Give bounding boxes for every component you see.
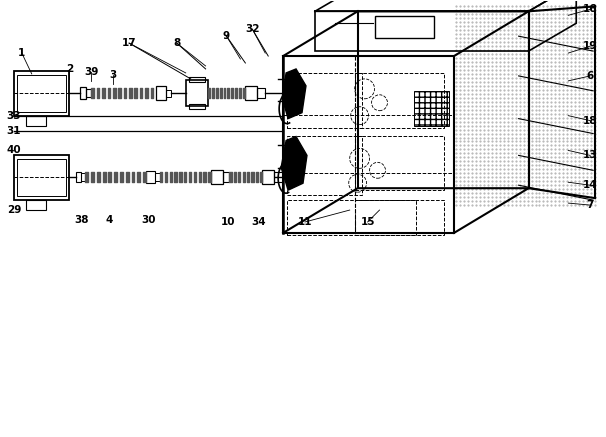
Bar — [81, 87, 87, 99]
Text: 1: 1 — [18, 48, 25, 58]
Text: 13: 13 — [583, 150, 598, 160]
Bar — [188, 77, 205, 82]
Text: 15: 15 — [361, 217, 375, 227]
Bar — [375, 16, 434, 38]
Text: 19: 19 — [583, 41, 598, 51]
Bar — [315, 11, 528, 51]
Bar — [222, 172, 230, 182]
Bar — [146, 171, 155, 183]
Bar — [166, 90, 171, 97]
Bar — [155, 173, 160, 181]
Bar — [355, 73, 444, 128]
Text: 11: 11 — [298, 217, 312, 227]
Text: 31: 31 — [7, 125, 21, 135]
Bar — [87, 89, 92, 97]
Bar — [156, 86, 166, 100]
Text: 40: 40 — [7, 146, 21, 156]
Bar — [283, 56, 454, 233]
Bar — [76, 172, 81, 182]
Text: 32: 32 — [245, 24, 259, 34]
Bar — [415, 91, 449, 125]
Bar — [287, 73, 362, 128]
Bar — [245, 86, 258, 100]
Text: 10: 10 — [221, 217, 236, 227]
Text: 39: 39 — [84, 67, 99, 77]
Bar — [17, 75, 65, 112]
Text: 8: 8 — [173, 38, 181, 48]
Text: 3: 3 — [110, 70, 117, 80]
Bar — [14, 156, 68, 200]
Bar — [26, 200, 45, 210]
Text: 4: 4 — [105, 215, 113, 225]
Bar — [14, 71, 68, 116]
Text: 34: 34 — [251, 217, 265, 227]
Text: 29: 29 — [7, 205, 21, 215]
Text: 33: 33 — [7, 111, 21, 121]
Bar — [287, 135, 362, 195]
Bar — [211, 170, 222, 184]
Bar — [274, 172, 283, 182]
Bar — [81, 173, 85, 181]
Bar — [262, 170, 274, 184]
Text: 18: 18 — [583, 116, 598, 125]
Text: 17: 17 — [122, 38, 136, 48]
Bar — [287, 200, 416, 235]
Text: 9: 9 — [223, 31, 230, 41]
Text: 2: 2 — [66, 64, 73, 74]
Text: 14: 14 — [583, 180, 598, 190]
Bar — [258, 88, 265, 98]
Text: 30: 30 — [142, 215, 156, 225]
Bar — [26, 116, 45, 125]
Bar — [186, 80, 208, 106]
Bar — [355, 200, 444, 235]
Bar — [355, 135, 444, 190]
Polygon shape — [282, 69, 306, 118]
Text: 16: 16 — [583, 4, 598, 14]
Bar — [17, 160, 65, 196]
Text: 6: 6 — [587, 71, 594, 81]
Text: 7: 7 — [587, 200, 594, 210]
Bar — [188, 104, 205, 109]
Text: 38: 38 — [74, 215, 88, 225]
Polygon shape — [281, 136, 307, 190]
